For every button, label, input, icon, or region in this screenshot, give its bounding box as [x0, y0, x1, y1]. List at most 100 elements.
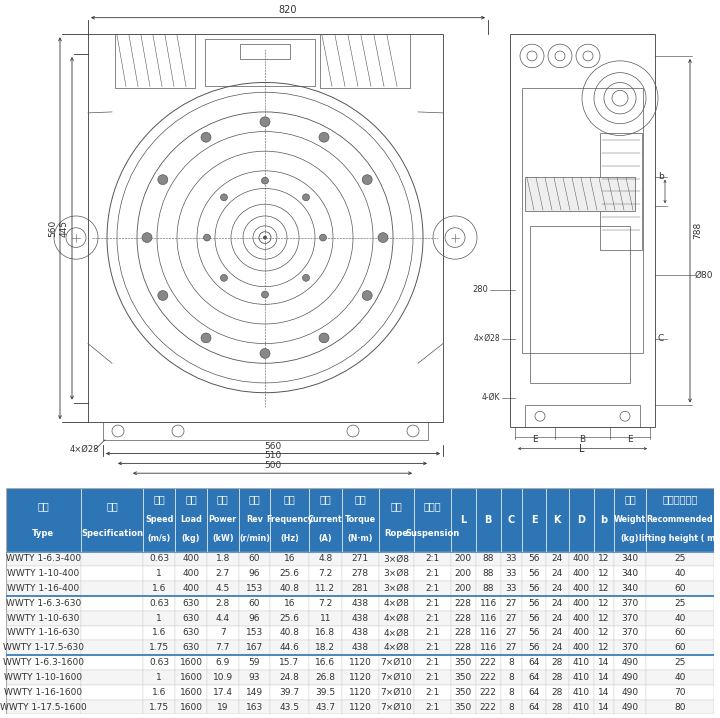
Bar [81, 611, 143, 625]
Bar [451, 551, 476, 567]
Bar [476, 596, 500, 611]
Bar [594, 567, 614, 581]
Text: 200: 200 [454, 584, 472, 593]
Text: 43.7: 43.7 [315, 702, 336, 712]
Text: 40.8: 40.8 [279, 584, 300, 593]
Bar [342, 581, 379, 596]
Text: 转速: 转速 [248, 495, 261, 505]
Text: 410: 410 [573, 658, 590, 667]
Bar [646, 685, 714, 699]
Bar [81, 581, 143, 596]
Text: 27: 27 [505, 599, 517, 608]
Bar [143, 488, 175, 551]
Bar [270, 685, 309, 699]
Bar [569, 640, 594, 656]
Text: 2:1: 2:1 [425, 643, 439, 652]
Text: L: L [580, 444, 585, 454]
Text: 12: 12 [598, 643, 610, 652]
Text: 222: 222 [480, 658, 497, 667]
Bar [522, 656, 546, 670]
Text: 6.9: 6.9 [215, 658, 230, 667]
Text: 24.8: 24.8 [279, 673, 300, 682]
Bar [81, 488, 143, 551]
Bar [270, 670, 309, 685]
Text: 60: 60 [248, 599, 260, 608]
Text: 24: 24 [552, 569, 563, 578]
Bar [451, 581, 476, 596]
Bar [207, 670, 238, 685]
Text: 24: 24 [552, 614, 563, 623]
Bar [414, 567, 451, 581]
Circle shape [158, 174, 168, 185]
Text: 4.5: 4.5 [215, 584, 230, 593]
Text: (kW): (kW) [212, 534, 233, 544]
Text: 400: 400 [182, 569, 199, 578]
Bar [594, 611, 614, 625]
Text: 43.5: 43.5 [279, 702, 300, 712]
Bar [207, 640, 238, 656]
Text: 2:1: 2:1 [425, 584, 439, 593]
Text: 7.2: 7.2 [318, 599, 333, 608]
Bar [6, 551, 81, 567]
Bar [342, 640, 379, 656]
Text: 410: 410 [573, 673, 590, 682]
Bar [175, 699, 207, 714]
Text: 340: 340 [621, 584, 639, 593]
Bar [379, 685, 414, 699]
Bar [614, 670, 646, 685]
Text: 400: 400 [573, 569, 590, 578]
Text: 490: 490 [621, 673, 639, 682]
Bar [81, 656, 143, 670]
Bar [238, 567, 270, 581]
Bar [6, 567, 81, 581]
Bar [309, 488, 342, 551]
Text: 149: 149 [246, 688, 263, 696]
Text: (N·m): (N·m) [348, 534, 373, 544]
Text: 340: 340 [621, 569, 639, 578]
Bar [614, 611, 646, 625]
Bar [342, 596, 379, 611]
Text: 转矩: 转矩 [354, 495, 366, 505]
Bar [646, 551, 714, 567]
Circle shape [201, 132, 211, 142]
Bar [240, 45, 290, 59]
Text: 2:1: 2:1 [425, 569, 439, 578]
Bar [6, 625, 81, 640]
Circle shape [319, 132, 329, 142]
Bar [238, 640, 270, 656]
Text: 153: 153 [246, 584, 263, 593]
Text: 12: 12 [598, 628, 610, 638]
Bar [414, 670, 451, 685]
Bar [500, 699, 522, 714]
Text: C: C [508, 515, 515, 525]
Bar [270, 699, 309, 714]
Bar [646, 656, 714, 670]
Text: 1.8: 1.8 [215, 554, 230, 564]
Circle shape [362, 291, 372, 300]
Text: 40: 40 [675, 673, 685, 682]
Bar [143, 611, 175, 625]
Bar [238, 656, 270, 670]
Text: 功率: 功率 [217, 495, 229, 505]
Bar [88, 34, 443, 422]
Circle shape [220, 194, 228, 201]
Bar [522, 88, 643, 353]
Text: (Hz): (Hz) [280, 534, 299, 544]
Text: Current: Current [308, 515, 343, 523]
Bar [646, 581, 714, 596]
Text: 8: 8 [508, 688, 514, 696]
Text: 梯速: 梯速 [153, 495, 165, 505]
Bar [309, 656, 342, 670]
Text: 490: 490 [621, 702, 639, 712]
Bar [379, 551, 414, 567]
Text: WWTY 1-10-400: WWTY 1-10-400 [7, 569, 79, 578]
Bar [546, 656, 569, 670]
Bar [143, 581, 175, 596]
Bar [646, 596, 714, 611]
Bar [342, 685, 379, 699]
Bar [569, 625, 594, 640]
Text: 80: 80 [674, 702, 685, 712]
Bar [143, 596, 175, 611]
Text: 16: 16 [284, 599, 295, 608]
Bar [81, 685, 143, 699]
